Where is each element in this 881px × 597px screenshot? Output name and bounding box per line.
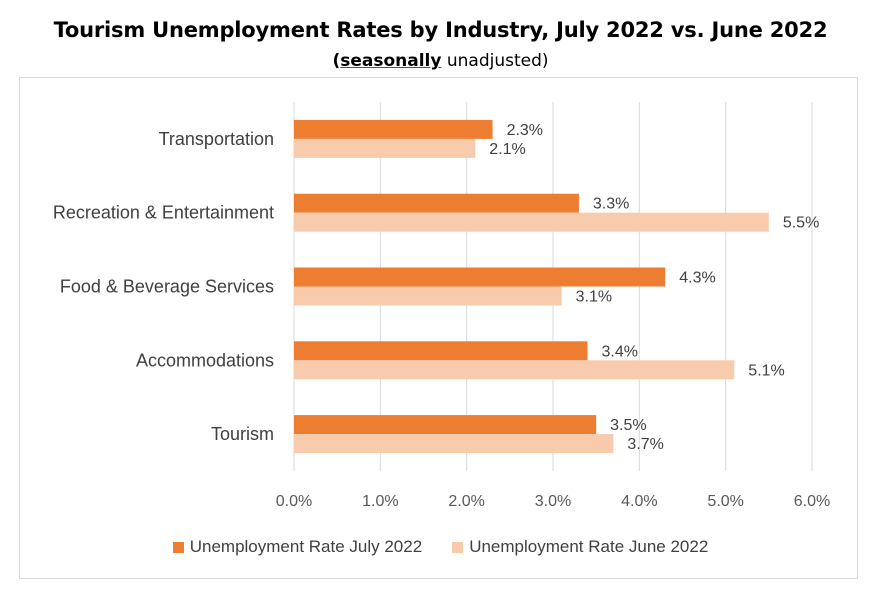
chart-subtitle: (seasonally unadjusted) <box>0 51 881 71</box>
subtitle-rest: unadjusted) <box>441 51 549 71</box>
bar <box>294 286 562 306</box>
category-label: Transportation <box>159 129 274 149</box>
x-tick-label: 3.0% <box>535 493 571 510</box>
category-label: Accommodations <box>136 350 274 370</box>
legend-swatch-june <box>452 541 464 553</box>
legend-label-june: Unemployment Rate June 2022 <box>469 537 709 556</box>
data-label: 2.3% <box>507 122 543 139</box>
bar <box>294 360 735 380</box>
subtitle-open-paren: ( <box>332 51 341 71</box>
bar <box>294 193 579 213</box>
legend: Unemployment Rate July 2022 Unemployment… <box>0 537 881 557</box>
data-label: 2.1% <box>489 141 525 158</box>
legend-label-july: Unemployment Rate July 2022 <box>189 537 423 556</box>
x-tick-label: 6.0% <box>794 493 830 510</box>
bar <box>294 138 476 158</box>
category-label: Food & Beverage Services <box>60 277 274 297</box>
category-label: Tourism <box>211 424 274 444</box>
chart-title: Tourism Unemployment Rates by Industry, … <box>53 18 828 42</box>
bar <box>294 267 666 287</box>
data-label: 3.7% <box>627 436 663 453</box>
bar <box>294 415 597 435</box>
data-label: 3.3% <box>593 196 629 213</box>
bar <box>294 119 493 139</box>
data-label: 4.3% <box>679 270 715 287</box>
bar <box>294 341 588 361</box>
data-label: 5.5% <box>783 215 819 232</box>
subtitle-underlined-word: seasonally <box>340 51 442 71</box>
x-tick-label: 0.0% <box>276 493 312 510</box>
bar <box>294 212 769 232</box>
chart-area <box>19 77 858 579</box>
data-label: 3.4% <box>602 343 638 360</box>
x-tick-label: 2.0% <box>448 493 484 510</box>
legend-item-june: Unemployment Rate June 2022 <box>452 537 708 557</box>
data-label: 3.5% <box>610 417 646 434</box>
data-label: 3.1% <box>576 289 612 306</box>
x-tick-label: 5.0% <box>707 493 743 510</box>
legend-item-july: Unemployment Rate July 2022 <box>172 537 423 557</box>
category-label: Recreation & Entertainment <box>53 203 274 223</box>
x-tick-label: 4.0% <box>621 493 657 510</box>
legend-swatch-july <box>172 541 184 553</box>
data-label: 5.1% <box>748 362 784 379</box>
bar <box>294 434 614 454</box>
x-tick-label: 1.0% <box>362 493 398 510</box>
